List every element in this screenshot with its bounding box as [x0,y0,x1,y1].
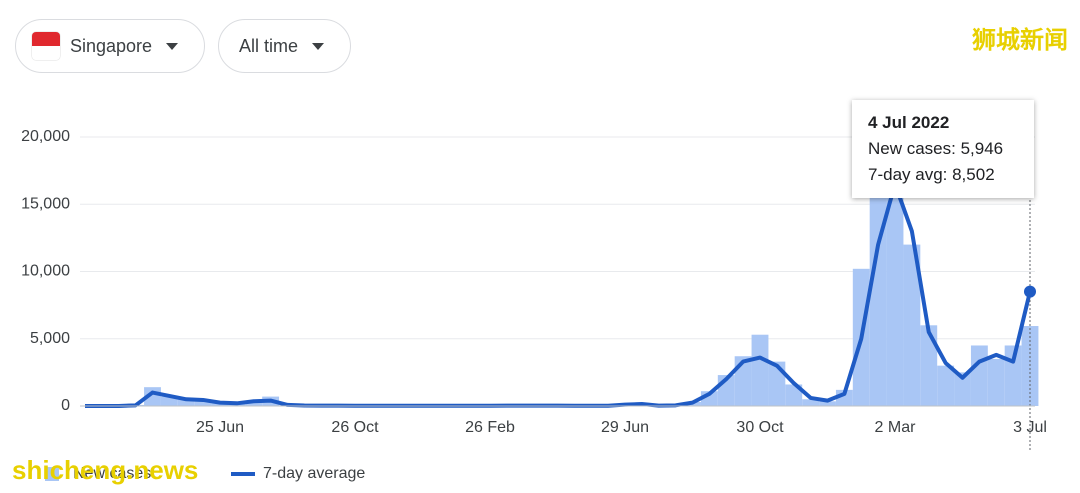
region-select[interactable]: Singapore [15,19,205,73]
tooltip-line: New cases: 5,946 [868,139,1004,158]
x-tick-label: 25 Jun [196,419,244,436]
bar [194,400,212,406]
tooltip: 4 Jul 2022 New cases: 5,946 7-day avg: 8… [852,100,1034,198]
bar [1021,326,1039,406]
bar [160,396,178,406]
bar [245,401,263,406]
bar [785,384,803,406]
y-tick-label: 5,000 [30,330,70,347]
watermark: 狮城新闻 [972,27,1068,54]
x-tick-label: 30 Oct [736,419,784,436]
x-tick-label: 3 Jul [1013,419,1047,436]
bar [903,244,921,406]
flag [32,32,60,60]
tooltip-title: 4 Jul 2022 [868,113,950,132]
legend-label: 7-day average [263,465,365,482]
bar [886,150,904,406]
bar [177,397,195,406]
range-label: All time [239,35,299,56]
y-tick-label: 10,000 [21,263,70,280]
legend-label: New cases [73,465,151,482]
bar [987,358,1005,406]
bar [920,325,938,406]
bar [937,365,955,406]
bar [819,401,836,406]
bar [751,334,769,406]
x-tick-label: 26 Oct [331,419,379,436]
range-select[interactable]: All time [218,19,351,73]
y-tick-label: 15,000 [21,195,70,212]
bar [802,399,820,406]
y-tick-label: 0 [61,397,70,414]
watermark: shicheng.news [12,455,199,485]
y-tick-label: 20,000 [21,128,70,145]
hover-point [1024,285,1036,298]
bar [954,372,971,406]
region-label: Singapore [70,35,153,56]
bar [970,345,988,406]
x-tick-label: 2 Mar [875,419,917,436]
legend-swatch [45,467,59,481]
bar [869,190,887,406]
x-tick-label: 29 Jun [601,419,649,436]
x-tick-label: 26 Feb [465,419,515,436]
tooltip-line: 7-day avg: 8,502 [868,165,995,184]
